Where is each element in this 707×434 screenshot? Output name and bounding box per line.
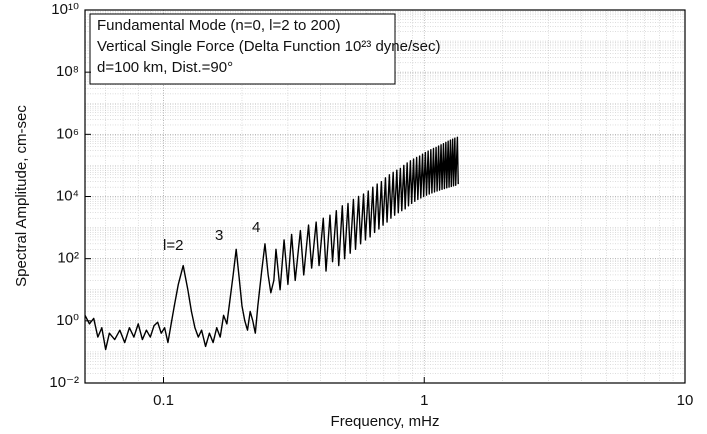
- title-line: Vertical Single Force (Delta Function 10…: [97, 38, 440, 55]
- y-tick-label: 10⁶: [56, 125, 79, 142]
- title-line: d=100 km, Dist.=90°: [97, 59, 233, 76]
- y-axis-label: Spectral Amplitude, cm-sec: [13, 105, 30, 287]
- mode-label: 4: [252, 219, 260, 236]
- y-tick-label: 10¹⁰: [51, 1, 79, 18]
- y-tick-label: 10⁰: [56, 312, 79, 329]
- x-tick-label: 1: [420, 392, 428, 409]
- x-axis-label: Frequency, mHz: [331, 413, 440, 430]
- y-tick-label: 10²: [57, 250, 79, 267]
- mode-label: l=2: [163, 237, 183, 254]
- x-tick-label: 10: [677, 392, 694, 409]
- title-line: Fundamental Mode (n=0, l=2 to 200): [97, 17, 341, 34]
- y-tick-label: 10⁸: [56, 63, 79, 80]
- mode-label: 3: [215, 227, 223, 244]
- y-tick-label: 10⁴: [56, 187, 79, 204]
- x-tick-label: 0.1: [153, 392, 174, 409]
- y-tick-label: 10⁻²: [49, 374, 79, 391]
- legend-box: [89, 13, 396, 85]
- spectrum-line: [85, 136, 459, 351]
